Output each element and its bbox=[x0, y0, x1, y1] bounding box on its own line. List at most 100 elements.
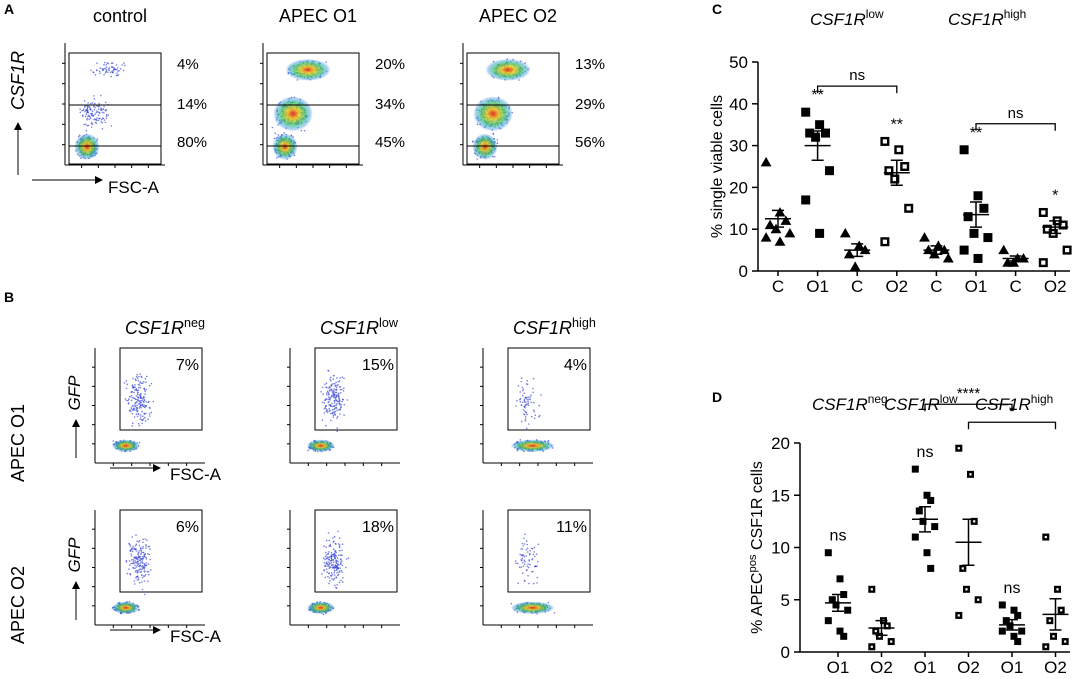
flow-dot bbox=[98, 105, 101, 107]
label-base: CSF1R bbox=[810, 10, 866, 29]
flow-dot bbox=[124, 64, 126, 67]
flow-dot bbox=[493, 156, 496, 158]
flow-dot bbox=[339, 408, 342, 410]
flow-dot bbox=[137, 562, 140, 565]
flow-dot bbox=[524, 416, 527, 418]
flow-dot bbox=[112, 66, 114, 68]
gate-percent: 11% bbox=[556, 519, 587, 536]
gate-percent: 56% bbox=[575, 134, 605, 151]
data-point bbox=[839, 227, 851, 238]
flow-dot bbox=[330, 566, 332, 569]
flow-dot bbox=[340, 562, 342, 565]
flow-dot bbox=[531, 558, 534, 560]
flow-dot bbox=[329, 562, 331, 565]
gate-percent: 15% bbox=[362, 357, 394, 374]
flow-dot bbox=[133, 407, 135, 410]
flow-dot bbox=[321, 573, 323, 575]
flow-dot bbox=[134, 544, 137, 547]
x-tick-label: C bbox=[851, 277, 863, 296]
flow-dot bbox=[530, 547, 533, 550]
label: CSF1Rlow bbox=[884, 392, 958, 414]
flow-dot bbox=[333, 405, 336, 408]
flow-dot bbox=[125, 380, 128, 382]
flow-dot bbox=[141, 404, 144, 407]
flow-dot bbox=[337, 394, 340, 397]
flow-dot bbox=[527, 402, 530, 404]
flow-dot bbox=[537, 543, 540, 546]
x-tick-label: O2 bbox=[1044, 277, 1067, 296]
flow-dot bbox=[132, 566, 134, 569]
flow-dot bbox=[322, 557, 325, 559]
flow-dot bbox=[534, 414, 537, 416]
flow-dot bbox=[137, 556, 140, 559]
data-point bbox=[784, 227, 796, 238]
data-point bbox=[801, 195, 811, 205]
flow-dot bbox=[143, 575, 145, 577]
flow-dot bbox=[327, 398, 330, 401]
flow-dot bbox=[530, 394, 532, 396]
flow-dot bbox=[341, 543, 344, 545]
flow-dot bbox=[137, 396, 139, 398]
flow-dot bbox=[143, 555, 145, 558]
data-point bbox=[774, 236, 786, 246]
flow-dot bbox=[524, 563, 526, 565]
data-point bbox=[973, 253, 983, 263]
data-point bbox=[967, 470, 975, 478]
flow-dot bbox=[339, 377, 342, 379]
flow-dot bbox=[523, 392, 525, 395]
flow-dot bbox=[529, 552, 531, 555]
flow-dot bbox=[133, 409, 135, 412]
flow-dot bbox=[329, 378, 331, 381]
flow-dot bbox=[341, 388, 343, 391]
gate-percent: 7% bbox=[176, 357, 199, 374]
flow-dot bbox=[329, 404, 332, 407]
flow-dot bbox=[138, 559, 141, 562]
flow-dot bbox=[130, 391, 132, 394]
flow-dot bbox=[97, 108, 100, 110]
flow-dot bbox=[325, 554, 328, 556]
flow-dot bbox=[135, 413, 138, 416]
flow-density bbox=[273, 96, 313, 132]
data-point bbox=[915, 507, 923, 515]
flow-dot bbox=[330, 572, 333, 574]
flow-dot bbox=[145, 544, 147, 546]
flow-dot bbox=[337, 560, 339, 563]
flow-dot bbox=[112, 440, 115, 442]
flow-dot bbox=[138, 544, 141, 547]
flow-dot bbox=[331, 394, 333, 397]
label-sup: high bbox=[1031, 392, 1053, 406]
flow-dot bbox=[524, 580, 526, 583]
flow-dot bbox=[136, 373, 138, 376]
flow-dot bbox=[147, 580, 149, 582]
flow-dot bbox=[105, 113, 108, 116]
flow-dot bbox=[143, 563, 146, 565]
flow-dot bbox=[330, 389, 333, 391]
flow-dot bbox=[97, 119, 100, 122]
gate bbox=[68, 52, 162, 106]
flow-dot bbox=[337, 567, 340, 569]
flow-dot bbox=[540, 394, 542, 396]
flow-dot bbox=[525, 555, 527, 557]
flow-dot bbox=[101, 128, 104, 130]
data-point bbox=[780, 215, 792, 225]
flow-dot bbox=[529, 563, 531, 566]
annotation: * bbox=[1052, 187, 1058, 204]
flow-dot bbox=[335, 396, 338, 398]
flow-dot bbox=[140, 419, 143, 421]
flow-dot bbox=[132, 377, 134, 380]
flow-dot bbox=[146, 570, 149, 573]
flow-dot bbox=[140, 570, 143, 573]
flow-dot bbox=[536, 582, 538, 584]
flow-dot bbox=[300, 129, 303, 132]
flow-dot bbox=[150, 411, 153, 414]
flow-dot bbox=[105, 64, 108, 66]
flow-dot bbox=[283, 132, 286, 134]
flow-dot bbox=[146, 539, 148, 541]
flow-dot bbox=[102, 68, 105, 70]
flow-dot bbox=[538, 404, 541, 407]
flow-dot bbox=[337, 392, 340, 395]
flow-dot bbox=[524, 419, 527, 422]
panel-label: B bbox=[4, 289, 14, 305]
flow-dot bbox=[96, 110, 98, 112]
data-point bbox=[824, 617, 832, 625]
